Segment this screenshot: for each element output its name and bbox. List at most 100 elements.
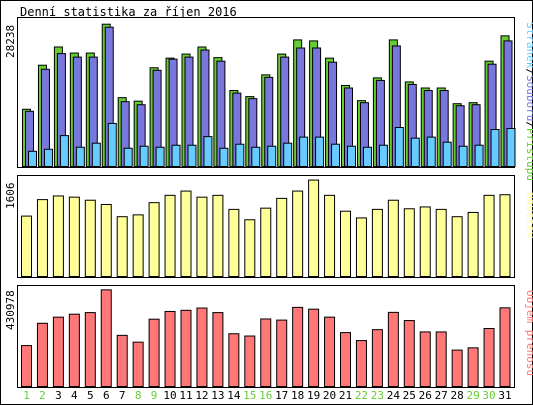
day-label: 9 — [151, 389, 158, 402]
kbytes-bar — [116, 334, 128, 388]
visits-bar — [180, 190, 192, 277]
kbytes-bar — [467, 347, 479, 387]
pages-bar — [490, 129, 500, 168]
day-label: 28 — [451, 389, 464, 402]
kbytes-bar — [403, 320, 415, 387]
visits-bar — [132, 214, 144, 278]
day-label: 31 — [498, 389, 511, 402]
visits-bar — [36, 199, 48, 277]
kbytes-bar — [308, 308, 320, 387]
ymax-label-bottom: 430978 — [4, 290, 17, 330]
kbytes-bar — [292, 306, 304, 387]
visits-bar — [52, 195, 64, 277]
legend-sep-1: / — [524, 68, 533, 75]
kbytes-bar — [244, 335, 256, 388]
day-labels: 1 2 3 4 5 6 7 8 9 10 11 12 13 14 15 16 17 18 19 20 21 22 23 24 2… — [23, 389, 511, 402]
pages-bar — [235, 143, 245, 168]
day-label: 17 — [275, 389, 288, 402]
day-label: 4 — [71, 389, 78, 402]
visits-bar — [324, 194, 336, 277]
day-label: 8 — [135, 389, 142, 402]
day-label: 19 — [307, 389, 320, 402]
kbytes-bar — [100, 289, 112, 388]
legend-hits: Přístupů — [524, 128, 533, 181]
pages-bar — [43, 148, 53, 168]
visits-bar — [387, 199, 399, 278]
kbytes-bar — [132, 341, 144, 388]
visits-bar — [483, 194, 495, 277]
visits-bar — [499, 194, 511, 277]
visits-bar — [164, 194, 176, 277]
kbytes-bar — [435, 331, 447, 388]
visits-bar — [116, 216, 128, 277]
pages-bar — [299, 136, 309, 168]
kbytes-bar — [387, 311, 399, 388]
day-label: 11 — [179, 389, 192, 402]
kbytes-bar — [260, 318, 272, 388]
legend-pages: Stránek — [524, 22, 533, 69]
chart-title: Denní statistika za říjen 2016 — [20, 5, 237, 19]
day-label: 20 — [323, 389, 336, 402]
bars-bottom — [21, 289, 511, 388]
visits-bar — [467, 211, 479, 277]
bars-top — [22, 23, 516, 168]
ymax-label-top: 28238 — [4, 25, 17, 58]
day-label: 30 — [482, 389, 495, 402]
kbytes-bar — [499, 307, 511, 387]
kbytes-bar — [371, 329, 383, 388]
pages-bar — [219, 147, 229, 167]
day-label: 5 — [87, 389, 94, 402]
pages-bar — [75, 146, 85, 167]
legend-kbytes: Objem přenosu — [524, 290, 533, 376]
day-label: 21 — [339, 389, 352, 402]
pages-bar — [171, 144, 181, 167]
pages-bar — [410, 137, 420, 168]
day-label: 27 — [435, 389, 448, 402]
visits-bar — [21, 215, 32, 277]
kbytes-bar — [483, 328, 495, 387]
day-label: 25 — [403, 389, 416, 402]
kbytes-bar — [196, 307, 208, 387]
visits-bar — [355, 217, 367, 277]
kbytes-bar — [228, 333, 240, 388]
visits-bar — [244, 219, 256, 277]
visits-bar — [451, 216, 463, 277]
ymax-label-middle: 1606 — [4, 183, 17, 210]
kbytes-bar — [355, 340, 367, 387]
day-label: 10 — [163, 389, 176, 402]
pages-bar — [187, 144, 197, 167]
kbytes-bar — [419, 331, 431, 388]
kbytes-bar — [340, 332, 351, 387]
kbytes-bar — [68, 313, 80, 387]
kbytes-bar — [451, 349, 463, 388]
visits-bar — [260, 207, 272, 278]
visits-bar — [148, 202, 160, 277]
day-label: 7 — [119, 389, 126, 402]
visits-bar — [276, 197, 288, 277]
pages-bar — [139, 145, 149, 167]
day-label: 2 — [39, 389, 46, 402]
kbytes-bar — [36, 322, 48, 388]
visits-bar — [403, 208, 415, 277]
day-label: 29 — [466, 389, 479, 402]
pages-bar — [28, 150, 37, 168]
visits-bar — [419, 206, 431, 277]
legend-visits: Návštěv — [524, 192, 533, 239]
pages-bar — [91, 142, 101, 168]
pages-bar — [442, 141, 452, 167]
kbytes-bar — [148, 318, 160, 388]
kbytes-bar — [84, 312, 96, 388]
pages-bar — [458, 145, 468, 167]
day-label: 1 — [23, 389, 30, 402]
pages-bar — [107, 122, 117, 168]
legend-files: Souborů — [524, 75, 533, 121]
pages-bar — [283, 142, 293, 168]
pages-bar — [347, 145, 356, 167]
day-label: 18 — [291, 389, 304, 402]
visits-bar — [68, 196, 80, 278]
legend-top: Stránek/Souborů/Přístupů — [524, 22, 533, 181]
legend-sep-2: / — [524, 121, 533, 128]
visits-bar — [84, 199, 96, 278]
visits-bar — [435, 208, 447, 277]
visits-bar — [100, 203, 112, 278]
